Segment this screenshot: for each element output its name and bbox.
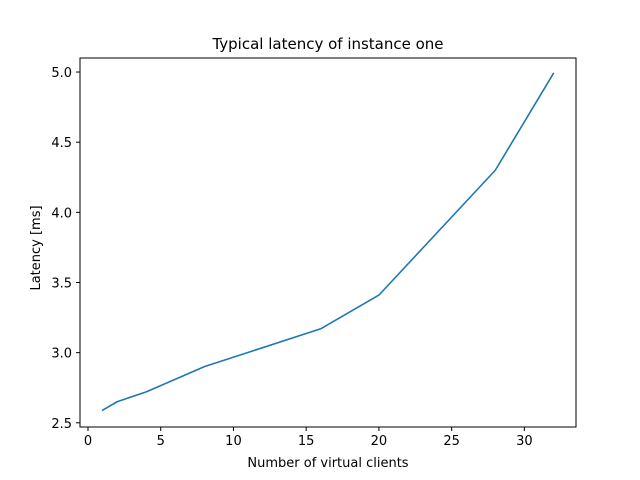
x-tick-label: 0 [84, 434, 92, 449]
x-axis-ticks: 0 5 10 15 20 25 30 [84, 427, 533, 449]
series-layer [101, 72, 555, 411]
axes-frame [79, 57, 577, 428]
y-tick-label: 3.0 [51, 347, 72, 362]
y-tick-label: 5.0 [51, 66, 72, 81]
x-tick-label: 15 [298, 434, 315, 449]
chart-title: Typical latency of instance one [211, 35, 443, 53]
y-tick-label: 4.0 [51, 206, 72, 221]
y-tick-label: 2.5 [51, 417, 72, 432]
x-tick-label: 20 [371, 434, 388, 449]
plot-area [79, 57, 577, 428]
y-axis-ticks: 2.5 3.0 3.5 4.0 4.5 5.0 [51, 66, 80, 432]
y-axis-label: Latency [ms] [29, 205, 44, 290]
x-tick-label: 25 [443, 434, 460, 449]
y-tick-label: 3.5 [51, 276, 72, 291]
x-axis-label: Number of virtual clients [247, 456, 408, 471]
x-tick-label: 5 [157, 434, 165, 449]
series-line-latency [101, 72, 555, 411]
x-tick-label: 30 [516, 434, 533, 449]
y-tick-label: 4.5 [51, 136, 72, 151]
x-tick-label: 10 [225, 434, 242, 449]
